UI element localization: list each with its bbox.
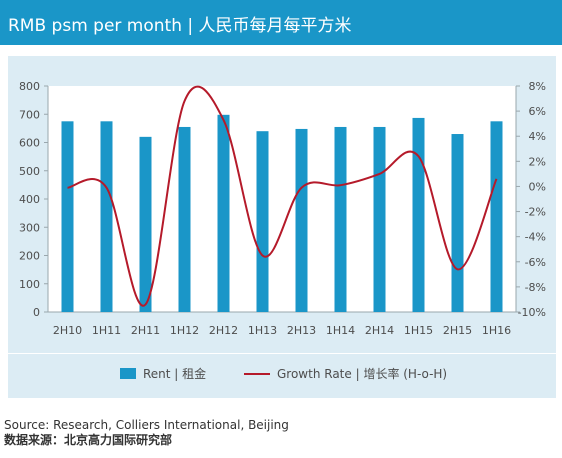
x-tick-label: 2H13 — [287, 324, 316, 337]
y-left-tick-label: 500 — [19, 165, 40, 178]
y-left-tick-label: 100 — [19, 278, 40, 291]
x-tick-label: 1H11 — [92, 324, 121, 337]
growth-rate-line — [67, 85, 498, 307]
rent-bar — [100, 121, 113, 312]
x-tick-label: 1H16 — [482, 324, 511, 337]
y-left-tick-label: 400 — [19, 193, 40, 206]
legend-divider — [8, 353, 556, 354]
legend-label-growth: Growth Rate | 增长率 (H-o-H) — [277, 367, 448, 381]
legend-label-rent: Rent | 租金 — [143, 367, 207, 381]
rent-bar — [256, 131, 269, 312]
y-right-tick-label: -6% — [525, 256, 546, 269]
y-left-tick-label: 700 — [19, 108, 40, 121]
legend: Rent | 租金 Growth Rate | 增长率 (H-o-H) — [8, 356, 556, 390]
rent-bar — [217, 114, 230, 312]
chart-title: RMB psm per month | 人民币每月每平方米 — [8, 16, 352, 36]
y-left-tick-label: 800 — [19, 80, 40, 93]
rent-bar — [139, 136, 152, 312]
rent-bar — [295, 128, 308, 312]
source-line-chinese: 数据来源：北京高力国际研究部 — [4, 433, 173, 447]
source-note: Source: Research, Colliers International… — [4, 418, 289, 448]
title-bar: RMB psm per month | 人民币每月每平方米 — [0, 0, 562, 45]
y-right-tick-label: 6% — [529, 105, 546, 118]
y-right-tick-label: 4% — [529, 130, 546, 143]
x-tick-label: 1H13 — [248, 324, 277, 337]
chart-svg: 0 100 200 300 400 500 600 700 800 -10% -8% -6% -4% -2… — [19, 80, 546, 337]
x-tick-label: 2H10 — [53, 324, 82, 337]
y-right-tick-label: 2% — [529, 155, 546, 168]
y-right-tick-label: -8% — [525, 281, 546, 294]
x-tick-label: 2H12 — [209, 324, 238, 337]
x-tick-label: 1H15 — [404, 324, 433, 337]
plot-area — [48, 86, 516, 312]
rent-bar — [61, 121, 74, 312]
y-right-tick-label: -4% — [525, 231, 546, 244]
y-left-tick-label: 300 — [19, 221, 40, 234]
rent-bar — [178, 126, 191, 313]
legend-item-growth: Growth Rate | 增长率 (H-o-H) — [244, 365, 447, 382]
rent-bar — [334, 126, 347, 313]
rent-bar — [412, 117, 425, 312]
legend-line-swatch — [244, 372, 270, 375]
x-tick-label: 2H14 — [365, 324, 394, 337]
y-right-tick-label: -2% — [525, 206, 546, 219]
y-left-tick-label: 200 — [19, 250, 40, 263]
y-left-tick-label: 600 — [19, 137, 40, 150]
y-right-tick-label: -10% — [518, 306, 546, 319]
rent-bar — [490, 121, 503, 312]
rent-bar — [373, 126, 386, 313]
legend-bar-swatch — [120, 368, 136, 379]
rent-bar — [451, 134, 464, 312]
x-tick-label: 1H12 — [170, 324, 199, 337]
x-tick-label: 2H15 — [443, 324, 472, 337]
x-tick-label: 2H11 — [131, 324, 160, 337]
y-right-tick-label: 0% — [529, 180, 546, 193]
x-tick-label: 1H14 — [326, 324, 355, 337]
y-left-tick-label: 0 — [33, 306, 40, 319]
source-line-english: Source: Research, Colliers International… — [4, 418, 289, 432]
legend-item-rent: Rent | 租金 — [120, 365, 206, 382]
y-right-tick-label: 8% — [529, 80, 546, 93]
